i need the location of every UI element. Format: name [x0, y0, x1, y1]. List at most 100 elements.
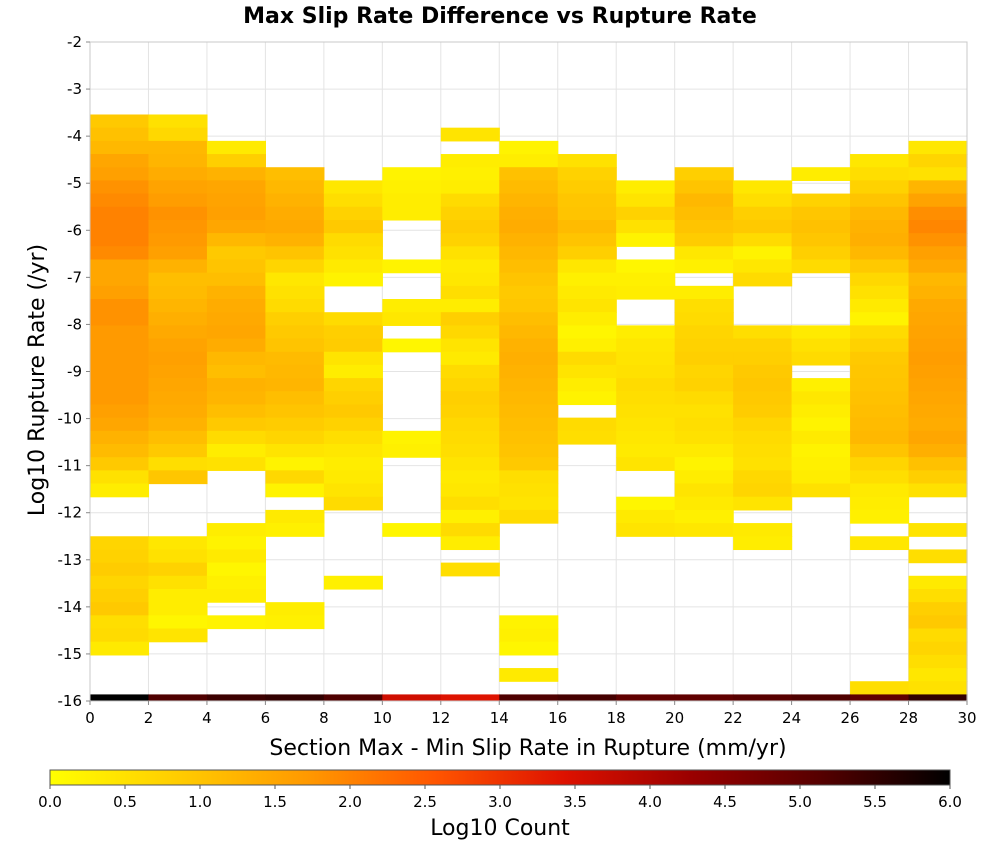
heatmap-cell: [499, 378, 559, 392]
heatmap-cell: [323, 312, 383, 326]
heatmap-cell: [148, 140, 208, 155]
heatmap-cell: [850, 167, 910, 181]
heatmap-cell: [90, 140, 150, 155]
heatmap-cell: [791, 378, 851, 392]
heatmap-cell: [733, 523, 793, 537]
colorbar-tick-label: 5.0: [788, 793, 812, 811]
heatmap-cell: [674, 325, 734, 340]
heatmap-cell: [674, 496, 734, 511]
heatmap-cell: [674, 417, 734, 432]
heatmap-cell: [674, 443, 734, 458]
x-tick-label: 18: [607, 709, 626, 727]
heatmap-cell: [440, 180, 500, 195]
heatmap-cell: [206, 325, 266, 340]
heatmap-cell: [90, 430, 150, 445]
heatmap-cell: [440, 338, 500, 353]
heatmap-cell: [733, 351, 793, 366]
colorbar-tick-label: 6.0: [938, 793, 962, 811]
heatmap-cell: [499, 219, 559, 234]
heatmap-cell: [850, 470, 910, 485]
heatmap-cell: [499, 338, 559, 353]
heatmap-cell: [265, 299, 325, 313]
heatmap-cell: [265, 694, 325, 701]
heatmap-cell: [850, 364, 910, 379]
heatmap-cell: [265, 325, 325, 340]
heatmap-cell: [499, 443, 559, 458]
heatmap-cell: [206, 259, 266, 274]
heatmap-cell: [440, 259, 500, 274]
x-tick-label: 2: [144, 709, 154, 727]
y-axis-ticks: -2 -3 -4 -5 -6 -7 -8 -9 -10 -11 -12 -13 -14 -15 -16: [58, 33, 90, 710]
heatmap-cell: [499, 193, 559, 208]
heatmap-cell: [850, 272, 910, 287]
heatmap-cell: [265, 206, 325, 221]
heatmap-cell: [791, 338, 851, 353]
heatmap-cell: [557, 180, 617, 195]
heatmap-cell: [908, 312, 968, 326]
heatmap-cell: [557, 694, 617, 701]
heatmap-cell: [733, 536, 793, 551]
heatmap-cell: [850, 351, 910, 366]
heatmap-cell: [148, 338, 208, 353]
heatmap-cell: [616, 206, 676, 221]
heatmap-cell: [733, 206, 793, 221]
heatmap-cell: [323, 180, 383, 195]
heatmap-cell: [206, 180, 266, 195]
heatmap-cell: [206, 588, 266, 603]
heatmap-cell: [90, 285, 150, 300]
x-tick-label: 8: [319, 709, 329, 727]
heatmap-cell: [265, 391, 325, 406]
heatmap-cell: [265, 285, 325, 300]
heatmap-cell: [616, 259, 676, 274]
heatmap-cells: [90, 114, 968, 701]
heatmap-cell: [148, 272, 208, 287]
heatmap-cell: [90, 615, 150, 630]
heatmap-cell: [557, 299, 617, 313]
heatmap-cell: [206, 193, 266, 208]
heatmap-cell: [265, 219, 325, 234]
heatmap-cell: [908, 233, 968, 247]
heatmap-cell: [323, 272, 383, 287]
heatmap-cell: [733, 457, 793, 471]
heatmap-cell: [206, 694, 266, 701]
heatmap-cell: [791, 391, 851, 406]
heatmap-cell: [908, 285, 968, 300]
heatmap-cell: [323, 470, 383, 485]
heatmap-cell: [148, 549, 208, 564]
heatmap-cell: [382, 338, 442, 353]
heatmap-cell: [148, 562, 208, 577]
heatmap-cell: [440, 351, 500, 366]
heatmap-cell: [908, 549, 968, 564]
heatmap-cell: [90, 325, 150, 340]
heatmap-cell: [850, 391, 910, 406]
heatmap-cell: [616, 496, 676, 511]
heatmap-cell: [265, 457, 325, 471]
heatmap-cell: [674, 457, 734, 471]
heatmap-cell: [323, 193, 383, 208]
heatmap-cell: [616, 233, 676, 247]
heatmap-cell: [733, 364, 793, 379]
heatmap-cell: [206, 562, 266, 577]
colorbar-tick-label: 2.0: [338, 793, 362, 811]
heatmap-cell: [616, 193, 676, 208]
heatmap-cell: [265, 233, 325, 247]
heatmap-cell: [440, 694, 500, 701]
heatmap-cell: [206, 246, 266, 261]
heatmap-cell: [908, 154, 968, 168]
heatmap-cell: [440, 404, 500, 419]
colorbar-tick-label: 0.0: [38, 793, 62, 811]
heatmap-cell: [616, 430, 676, 445]
heatmap-cell: [908, 575, 968, 590]
heatmap-cell: [499, 246, 559, 261]
x-tick-label: 16: [548, 709, 567, 727]
heatmap-cell: [908, 694, 968, 701]
heatmap-cell: [850, 694, 910, 701]
heatmap-cell: [206, 378, 266, 392]
heatmap-cell: [557, 430, 617, 445]
colorbar-tick-label: 2.5: [413, 793, 437, 811]
heatmap-cell: [908, 483, 968, 498]
heatmap-cell: [440, 523, 500, 537]
heatmap-cell: [148, 206, 208, 221]
heatmap-cell: [557, 167, 617, 181]
